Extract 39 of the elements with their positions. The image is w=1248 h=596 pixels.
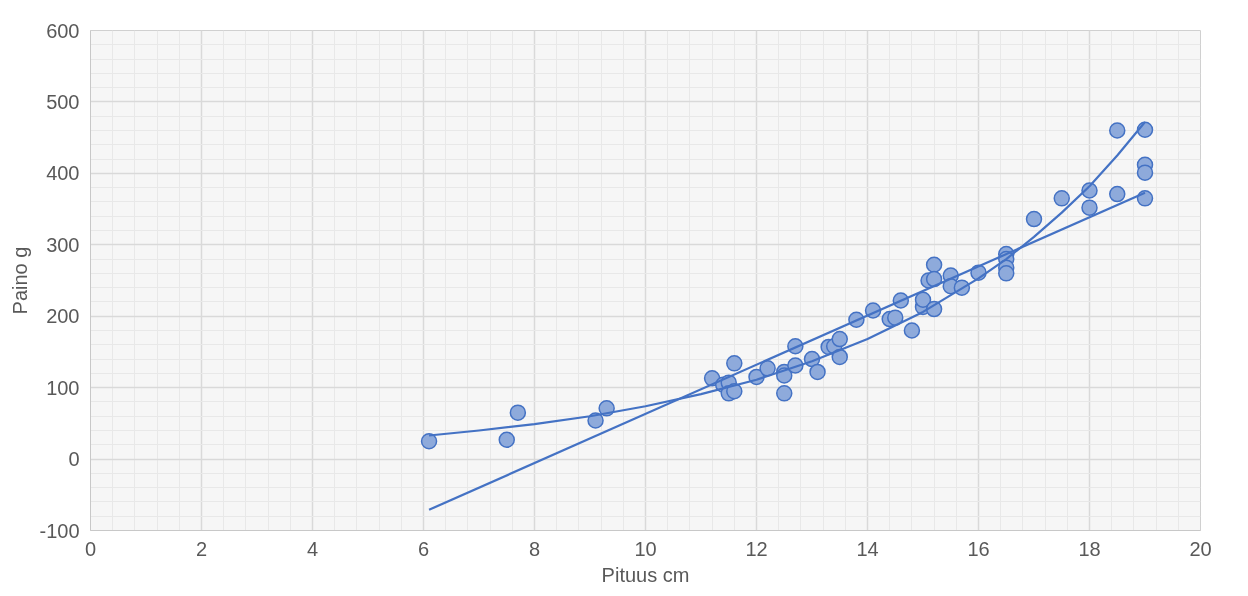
x-tick-label: 8 — [528, 537, 541, 560]
point — [1109, 122, 1126, 139]
x-tick-label: 0 — [84, 537, 97, 560]
point — [887, 309, 904, 326]
point — [831, 330, 848, 348]
point — [1136, 164, 1154, 181]
x-tick-label: 4 — [306, 537, 319, 560]
point — [914, 291, 932, 309]
y-axis-title: Paino g — [9, 246, 32, 315]
point — [1053, 190, 1070, 207]
y-tick-label: 300 — [46, 233, 80, 256]
x-tick-label: 20 — [1189, 537, 1212, 560]
point — [509, 404, 527, 421]
point — [776, 385, 793, 402]
x-tick-label: 2 — [195, 537, 208, 560]
y-tick-label: 500 — [46, 90, 80, 113]
y-tick-label: -100 — [39, 519, 80, 542]
point — [903, 322, 921, 339]
x-tick-label: 18 — [1078, 537, 1101, 560]
y-tick-label: 400 — [46, 162, 80, 185]
point — [726, 355, 743, 372]
y-tick-label: 0 — [68, 448, 80, 471]
x-tick-label: 12 — [745, 537, 768, 560]
point — [1109, 185, 1126, 203]
x-tick-label: 14 — [856, 537, 879, 560]
point — [925, 256, 943, 274]
y-tick-label: 200 — [46, 305, 80, 328]
point — [420, 432, 438, 450]
y-tick-label: 600 — [46, 19, 80, 42]
x-tick-label: 16 — [967, 537, 990, 560]
x-axis-title: Pituus cm — [601, 563, 690, 586]
point — [498, 431, 515, 449]
point — [1025, 210, 1043, 228]
point — [998, 265, 1015, 282]
point — [1081, 199, 1098, 216]
y-tick-label: 100 — [46, 376, 80, 399]
point — [809, 363, 826, 381]
x-tick-label: 10 — [634, 537, 657, 560]
x-tick-label: 6 — [417, 537, 430, 560]
